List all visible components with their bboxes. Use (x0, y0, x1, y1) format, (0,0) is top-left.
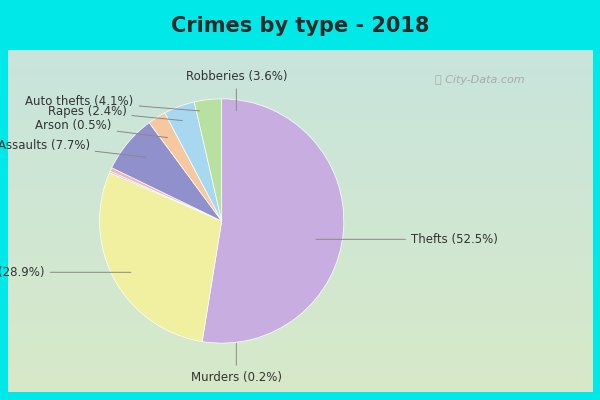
Text: ⓘ City-Data.com: ⓘ City-Data.com (435, 75, 525, 85)
Wedge shape (202, 99, 344, 343)
Wedge shape (110, 171, 221, 221)
Wedge shape (149, 113, 221, 221)
Wedge shape (100, 173, 221, 342)
Text: Crimes by type - 2018: Crimes by type - 2018 (171, 16, 429, 36)
Wedge shape (165, 102, 221, 221)
Text: Thefts (52.5%): Thefts (52.5%) (316, 233, 498, 246)
Text: Robberies (3.6%): Robberies (3.6%) (185, 70, 287, 111)
Wedge shape (110, 168, 221, 221)
Text: Arson (0.5%): Arson (0.5%) (35, 119, 167, 138)
Wedge shape (194, 99, 221, 221)
Text: Murders (0.2%): Murders (0.2%) (191, 344, 282, 384)
Text: Burglaries (28.9%): Burglaries (28.9%) (0, 266, 131, 279)
Text: Auto thefts (4.1%): Auto thefts (4.1%) (25, 95, 199, 111)
Text: Assaults (7.7%): Assaults (7.7%) (0, 139, 146, 157)
Wedge shape (112, 123, 221, 221)
Text: Rapes (2.4%): Rapes (2.4%) (47, 104, 182, 120)
